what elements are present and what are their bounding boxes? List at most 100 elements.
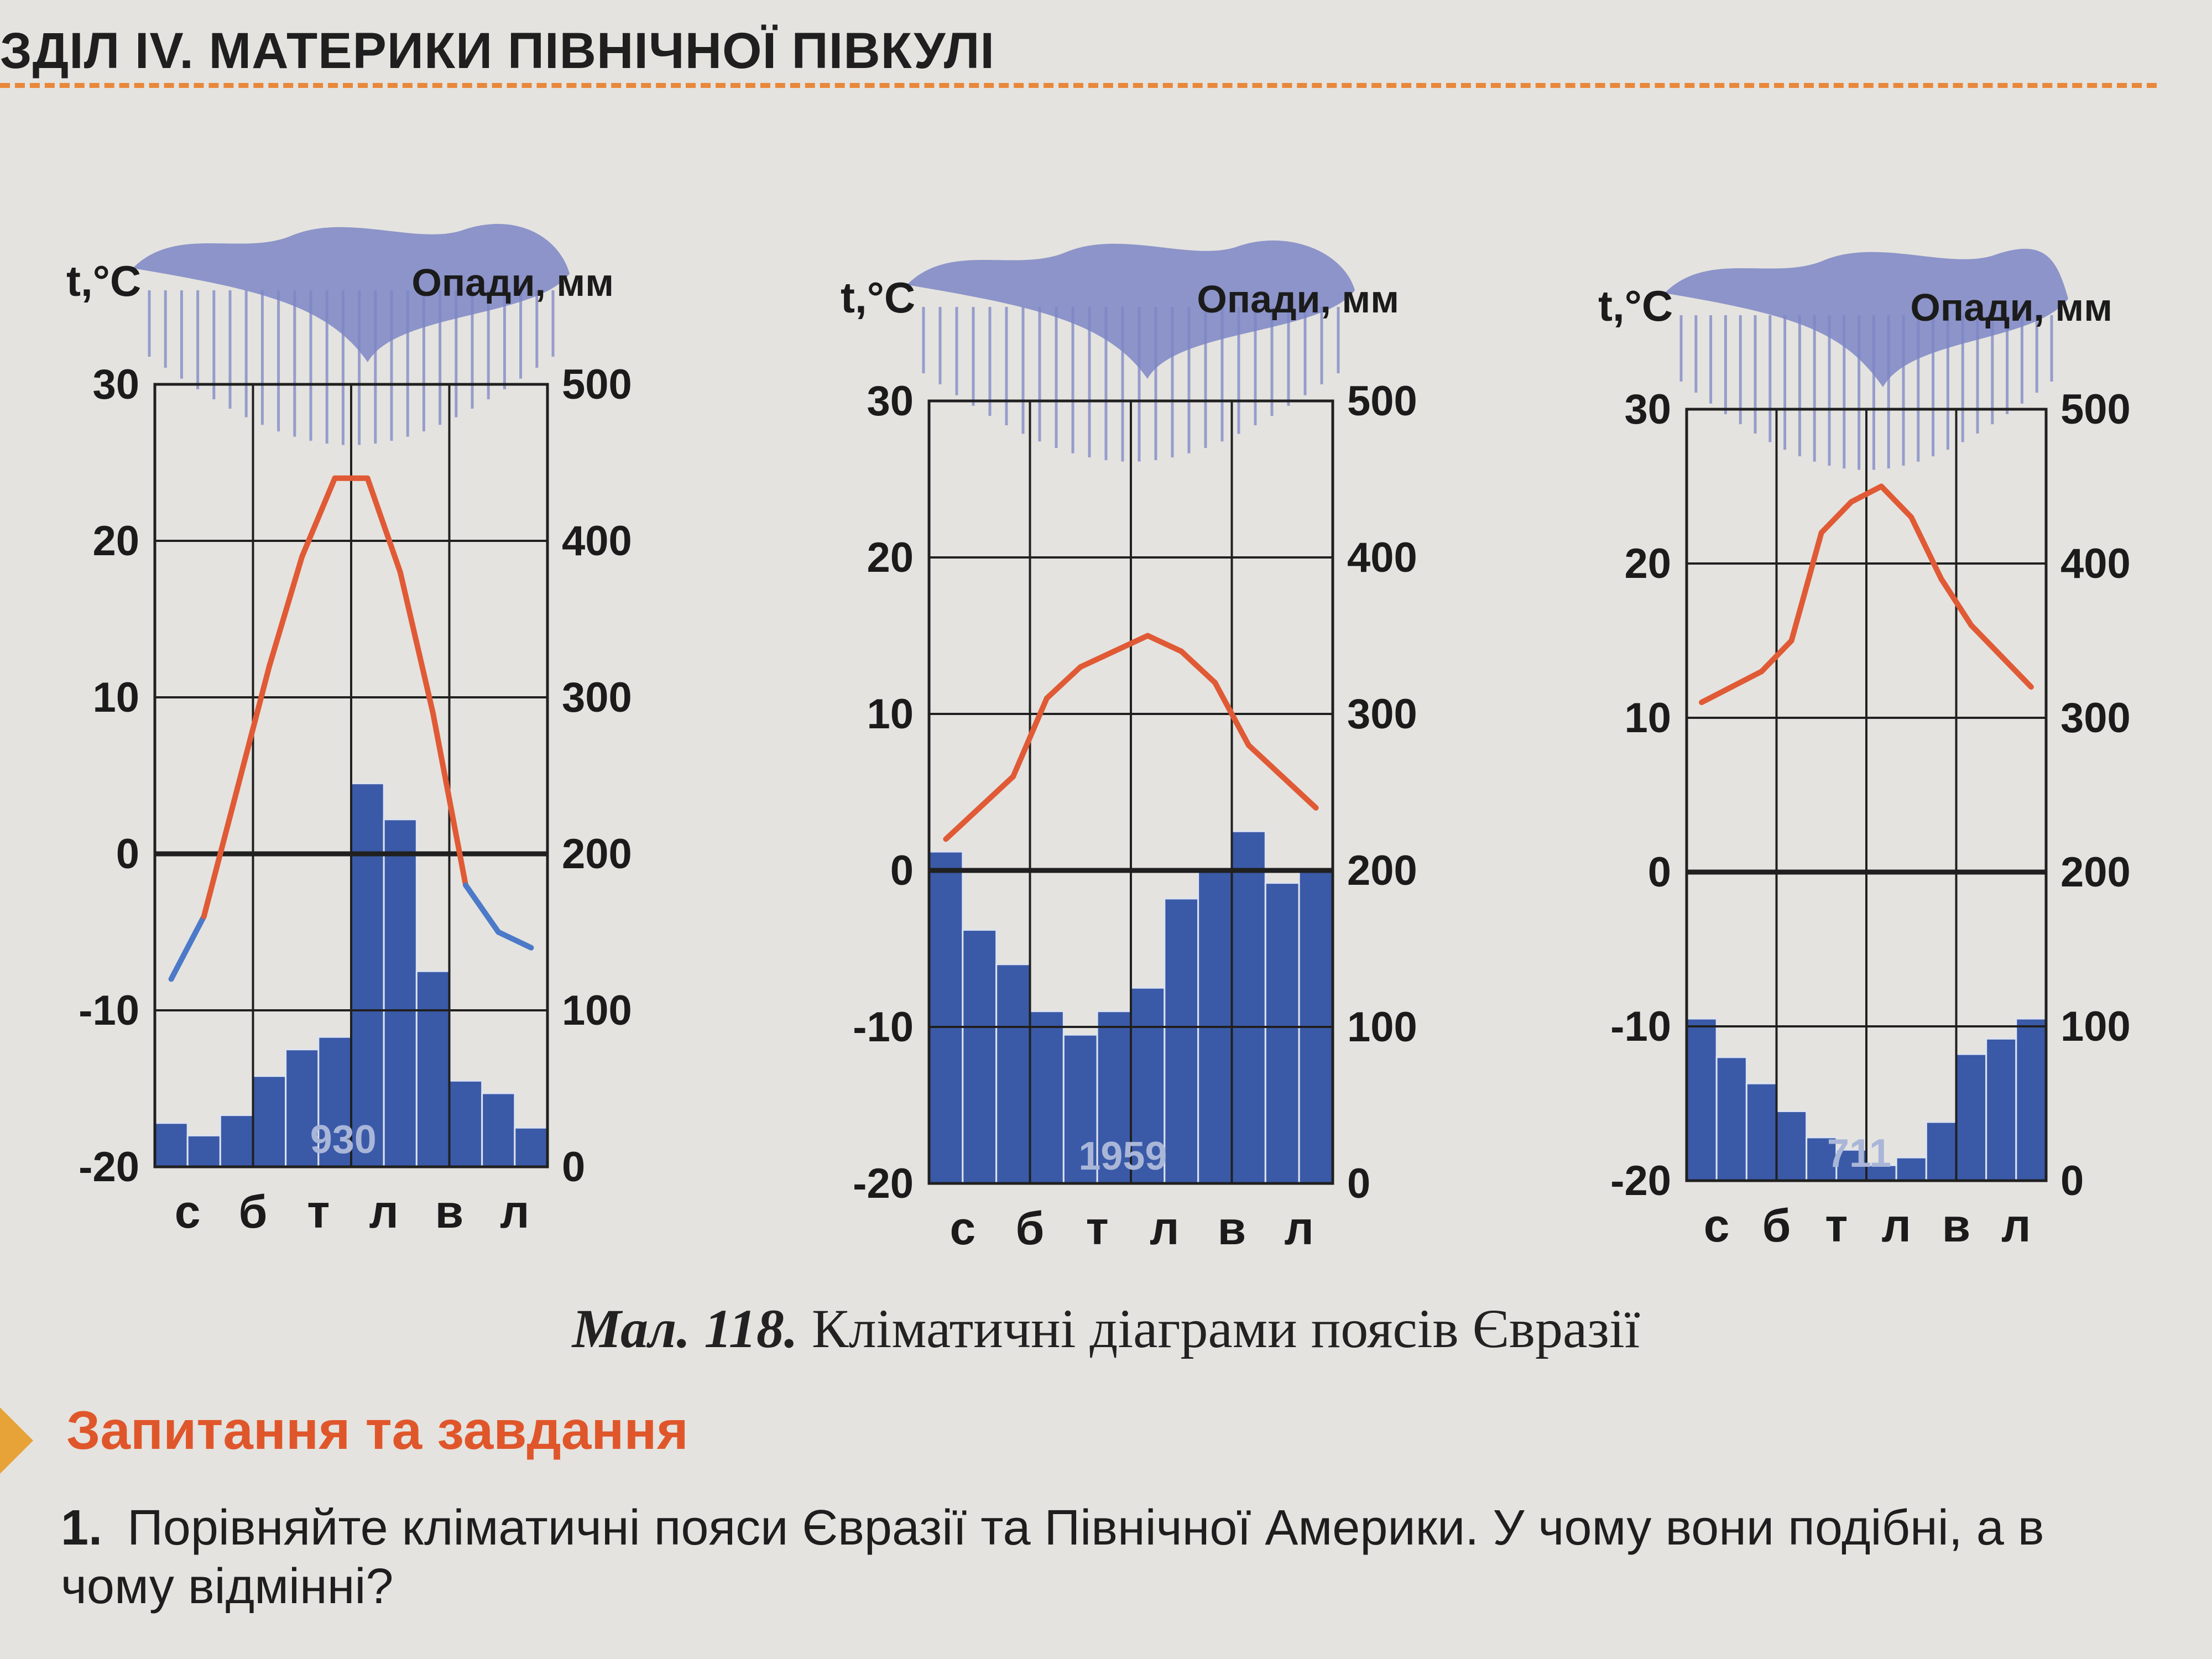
temperature-tick-label: -10	[1610, 1003, 1671, 1050]
climate-diagram-2: t,°C Опади, мм3020100-10-2050040030020010…	[841, 240, 1417, 1254]
temperature-line-segment	[1010, 695, 1050, 780]
precipitation-axis-label: Опади, мм	[411, 261, 614, 304]
month-label: в	[435, 1186, 464, 1238]
precipitation-bar	[415, 970, 450, 1168]
precipitation-tick-label: 100	[2060, 1003, 2131, 1050]
temperature-tick-label: 20	[92, 518, 139, 565]
temperature-tick-label: 0	[890, 847, 914, 894]
month-label: л	[369, 1186, 398, 1238]
precipitation-bar	[1715, 1056, 1747, 1182]
temperature-line-segment	[1879, 483, 1914, 520]
temperature-tick-label: -20	[79, 1144, 139, 1191]
temperature-axis-label: t,°C	[1598, 281, 1673, 330]
precipitation-bar	[928, 851, 964, 1185]
precipitation-tick-label: 0	[562, 1144, 585, 1191]
temperature-line-segment	[1998, 653, 2034, 690]
month-label: л	[1284, 1202, 1313, 1254]
temperature-line-segment	[1178, 648, 1218, 686]
temperature-tick-label: 20	[1624, 540, 1671, 587]
temperature-line-segment	[1044, 664, 1083, 701]
precipitation-bar	[1776, 1110, 1808, 1182]
temperature-tick-label: 30	[92, 361, 139, 408]
month-label: б	[239, 1186, 268, 1238]
precipitation-bar	[383, 818, 418, 1168]
precipitation-bar	[481, 1092, 516, 1168]
annual-precipitation-total: 930	[310, 1118, 377, 1162]
precipitation-bar	[1955, 1053, 1987, 1182]
precipitation-bar	[1264, 882, 1300, 1185]
precipitation-cloud-icon	[907, 240, 1355, 379]
temperature-tick-label: -10	[853, 1004, 914, 1051]
temperature-line-segment	[1788, 530, 1824, 644]
precipitation-bar	[186, 1134, 221, 1168]
temperature-tick-label: -10	[79, 987, 139, 1034]
precipitation-bar	[1835, 1149, 1867, 1182]
climate-diagram-3: t,°C Опади, мм3020100-10-2050040030020010…	[1598, 248, 2131, 1251]
month-label: л	[500, 1186, 529, 1238]
precipitation-bar	[962, 929, 998, 1185]
temperature-line-segment	[299, 475, 338, 560]
precipitation-bar	[1686, 1018, 1718, 1182]
temperature-line-segment	[168, 914, 207, 982]
question-text: Порівняйте кліматичні пояси Євразії та П…	[61, 1500, 2044, 1615]
temperature-line-segment	[1699, 684, 1735, 706]
figure-caption: Мал. 118. Кліматичні діаграми поясів Євр…	[0, 1297, 2212, 1360]
figure-caption-number: Мал. 118.	[572, 1298, 798, 1359]
month-label: с	[1704, 1199, 1730, 1251]
temperature-tick-label: 10	[1624, 695, 1671, 742]
precipitation-tick-label: 200	[1347, 847, 1417, 894]
temperature-tick-label: 0	[116, 831, 139, 878]
temperature-line-segment	[201, 788, 239, 920]
precipitation-bar	[1895, 1156, 1927, 1182]
precipitation-bar	[1745, 1082, 1777, 1182]
precipitation-tick-label: 0	[2060, 1157, 2084, 1204]
precipitation-axis-label: Опади, мм	[1910, 286, 2112, 329]
month-label: т	[307, 1186, 330, 1238]
precipitation-bar	[1164, 898, 1199, 1185]
precipitation-bar	[1096, 1010, 1132, 1185]
temperature-line-segment	[1212, 680, 1251, 748]
temperature-tick-label: -20	[1610, 1157, 1671, 1204]
temperature-line-segment	[1938, 576, 1974, 628]
month-label: л	[2001, 1199, 2031, 1251]
precipitation-bar	[252, 1075, 287, 1168]
month-label: т	[1825, 1199, 1848, 1251]
temperature-line-segment	[233, 663, 273, 794]
precipitation-tick-label: 100	[562, 987, 632, 1034]
precipitation-tick-label: 200	[2060, 849, 2131, 896]
temperature-tick-label: 10	[867, 691, 914, 738]
temperature-axis-label: t,°C	[66, 257, 141, 305]
precipitation-tick-label: 400	[2060, 540, 2131, 587]
temperature-line-segment	[1729, 669, 1765, 690]
temperature-tick-label: 30	[867, 378, 914, 425]
figure-caption-text: Кліматичні діаграми поясів Євразії	[811, 1298, 1640, 1359]
climate-diagrams-figure: t,°C Опади, мм3020100-10-2050040030020010…	[66, 223, 2131, 1254]
questions-section-title: Запитання та завдання	[66, 1400, 688, 1460]
precipitation-tick-label: 500	[1347, 378, 1417, 425]
precipitation-bar	[350, 782, 385, 1168]
month-label: с	[175, 1186, 201, 1238]
temperature-line-segment	[397, 569, 436, 716]
precipitation-tick-label: 100	[1347, 1004, 1417, 1051]
temperature-line-segment	[1145, 633, 1185, 654]
precipitation-tick-label: 500	[562, 361, 632, 408]
temperature-line-segment	[943, 805, 983, 842]
precipitation-tick-label: 300	[562, 674, 632, 721]
temperature-line-segment	[1908, 514, 1944, 582]
section-marker-icon	[0, 1407, 33, 1474]
temperature-line-segment	[463, 882, 502, 935]
month-label: в	[1942, 1199, 1971, 1251]
question-number: 1.	[61, 1500, 103, 1556]
precipitation-tick-label: 0	[1347, 1160, 1370, 1207]
precipitation-tick-label: 400	[1347, 534, 1417, 581]
precipitation-axis-label: Опади, мм	[1197, 278, 1399, 321]
header-divider	[0, 83, 2157, 88]
temperature-tick-label: 0	[1648, 849, 1671, 896]
month-label: т	[1086, 1202, 1109, 1254]
temperature-line-segment	[977, 774, 1016, 811]
month-label: с	[950, 1202, 975, 1254]
precipitation-tick-label: 300	[1347, 691, 1417, 738]
temperature-line-segment	[1245, 742, 1285, 780]
temperature-line-segment	[1968, 622, 2004, 659]
temperature-line-segment	[1818, 499, 1854, 536]
